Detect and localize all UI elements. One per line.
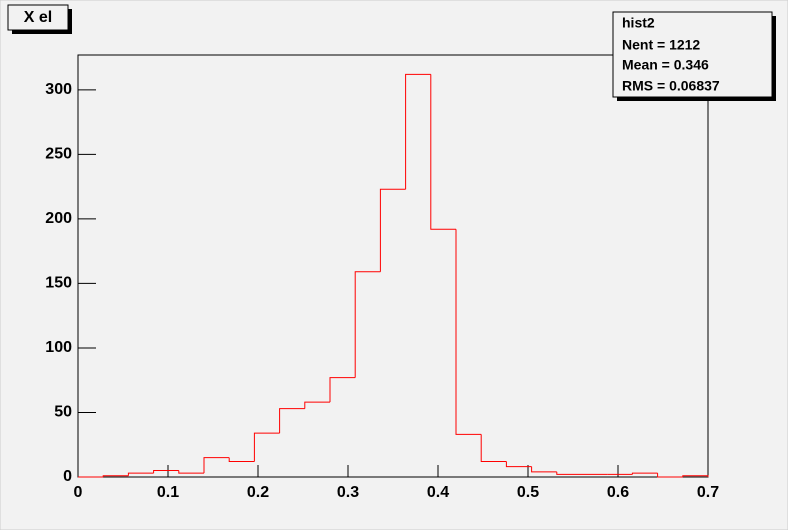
- x-tick-label: 0.4: [427, 484, 449, 501]
- x-tick-label: 0.2: [247, 484, 269, 501]
- y-tick-label: 150: [45, 275, 72, 292]
- stats-name: hist2: [622, 15, 655, 31]
- x-tick-label: 0.6: [607, 484, 629, 501]
- histogram-bin: [329, 377, 356, 403]
- histogram-bin: [531, 466, 557, 473]
- x-tick-label: 0.5: [517, 484, 539, 501]
- histogram-bin: [556, 471, 582, 475]
- histogram-bin: [153, 470, 179, 474]
- histogram-bin: [102, 475, 129, 477]
- y-tick-label: 250: [45, 146, 72, 163]
- histogram-bin: [405, 73, 431, 190]
- x-tick-label: 0: [74, 484, 83, 501]
- histogram-bin: [253, 432, 280, 462]
- stats-line: RMS = 0.06837: [622, 78, 720, 94]
- y-tick-label: 200: [45, 210, 72, 227]
- histogram-bin: [178, 470, 204, 474]
- y-tick-label: 0: [63, 468, 72, 485]
- histogram-bin: [279, 408, 305, 434]
- histogram-bin: [203, 457, 230, 474]
- histogram-bin: [480, 434, 507, 463]
- stats-box: [612, 11, 773, 98]
- histogram-bin: [505, 461, 532, 468]
- x-tick-label: 0.3: [337, 484, 359, 501]
- histogram-bin: [455, 229, 482, 435]
- histogram-bin: [228, 457, 255, 463]
- x-tick-label: 0.7: [697, 484, 719, 501]
- x-tick-label: 0.1: [157, 484, 179, 501]
- y-tick-label: 300: [45, 81, 72, 98]
- histogram-bin: [631, 472, 658, 475]
- title-box: [7, 4, 69, 31]
- histogram-bin: [304, 401, 330, 409]
- stats-line: Mean = 0.346: [622, 57, 709, 73]
- chart-title: X el: [24, 9, 52, 26]
- histogram-bin: [430, 74, 456, 230]
- y-tick-label: 50: [54, 404, 72, 421]
- histogram-bin: [127, 472, 154, 476]
- histogram-bin: [354, 271, 381, 378]
- histogram-bin: [379, 188, 406, 272]
- frame: [77, 54, 709, 478]
- y-tick-label: 100: [45, 339, 72, 356]
- histogram-bin: [682, 475, 709, 477]
- stats-line: Nent = 1212: [622, 37, 700, 53]
- histogram-bin: [657, 473, 683, 478]
